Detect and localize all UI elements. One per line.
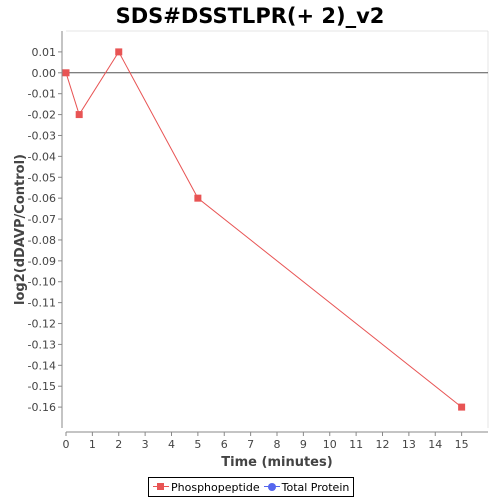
legend-label-phosphopeptide: Phosphopeptide	[171, 480, 260, 494]
data-point	[194, 194, 202, 202]
y-tick-label: -0.07	[28, 213, 56, 226]
x-tick-label: 7	[247, 438, 254, 451]
x-tick-label: 1	[89, 438, 96, 451]
x-tick-label: 8	[274, 438, 281, 451]
y-tick-label: 0.01	[32, 46, 57, 59]
data-point	[75, 111, 83, 119]
x-tick-label: 10	[323, 438, 337, 451]
y-tick-label: -0.08	[28, 234, 56, 247]
x-tick-label: 9	[300, 438, 307, 451]
y-tick-label: -0.10	[28, 276, 56, 289]
y-tick-label: -0.03	[28, 129, 56, 142]
x-tick-label: 13	[402, 438, 416, 451]
y-tick-label: -0.16	[28, 401, 56, 414]
total-protein-legend-swatch	[263, 482, 280, 492]
x-tick-label: 2	[115, 438, 122, 451]
x-tick-label: 12	[376, 438, 390, 451]
y-tick-label: -0.14	[28, 359, 56, 372]
legend-item-phosphopeptide: Phosphopeptide	[153, 481, 260, 494]
legend-item-total-protein: Total Protein	[263, 480, 350, 494]
x-tick-label: 3	[142, 438, 149, 451]
chart-legend: Phosphopeptide Total Protein	[148, 477, 355, 497]
y-tick-label: -0.04	[28, 150, 56, 163]
legend-label-total-protein: Total Protein	[281, 480, 350, 494]
y-tick-label: -0.02	[28, 109, 56, 122]
phosphopeptide-legend-swatch	[153, 482, 169, 492]
y-tick-label: -0.12	[28, 318, 56, 331]
x-tick-label: 4	[168, 438, 175, 451]
chart-title: SDS#DSSTLPR(+ 2)_v2	[115, 4, 385, 28]
x-tick-label: 0	[63, 438, 70, 451]
y-axis-label: log2(dDAVP/Control)	[13, 154, 28, 305]
data-point	[458, 403, 466, 411]
x-tick-label: 11	[349, 438, 363, 451]
x-tick-label: 15	[455, 438, 469, 451]
y-tick-label: 0.00	[32, 67, 57, 80]
y-tick-label: -0.13	[28, 338, 56, 351]
y-tick-label: -0.01	[28, 88, 56, 101]
data-point	[62, 69, 70, 77]
y-tick-label: -0.06	[28, 192, 56, 205]
x-axis-label: Time (minutes)	[221, 455, 332, 470]
y-tick-label: -0.15	[28, 380, 56, 393]
x-tick-label: 6	[221, 438, 228, 451]
x-tick-label: 5	[194, 438, 201, 451]
data-point	[115, 48, 123, 56]
y-tick-label: -0.05	[28, 171, 56, 184]
y-tick-label: -0.11	[28, 297, 56, 310]
x-tick-label: 14	[428, 438, 442, 451]
y-tick-label: -0.09	[28, 255, 56, 268]
series-line-phosphopeptide	[65, 50, 462, 408]
